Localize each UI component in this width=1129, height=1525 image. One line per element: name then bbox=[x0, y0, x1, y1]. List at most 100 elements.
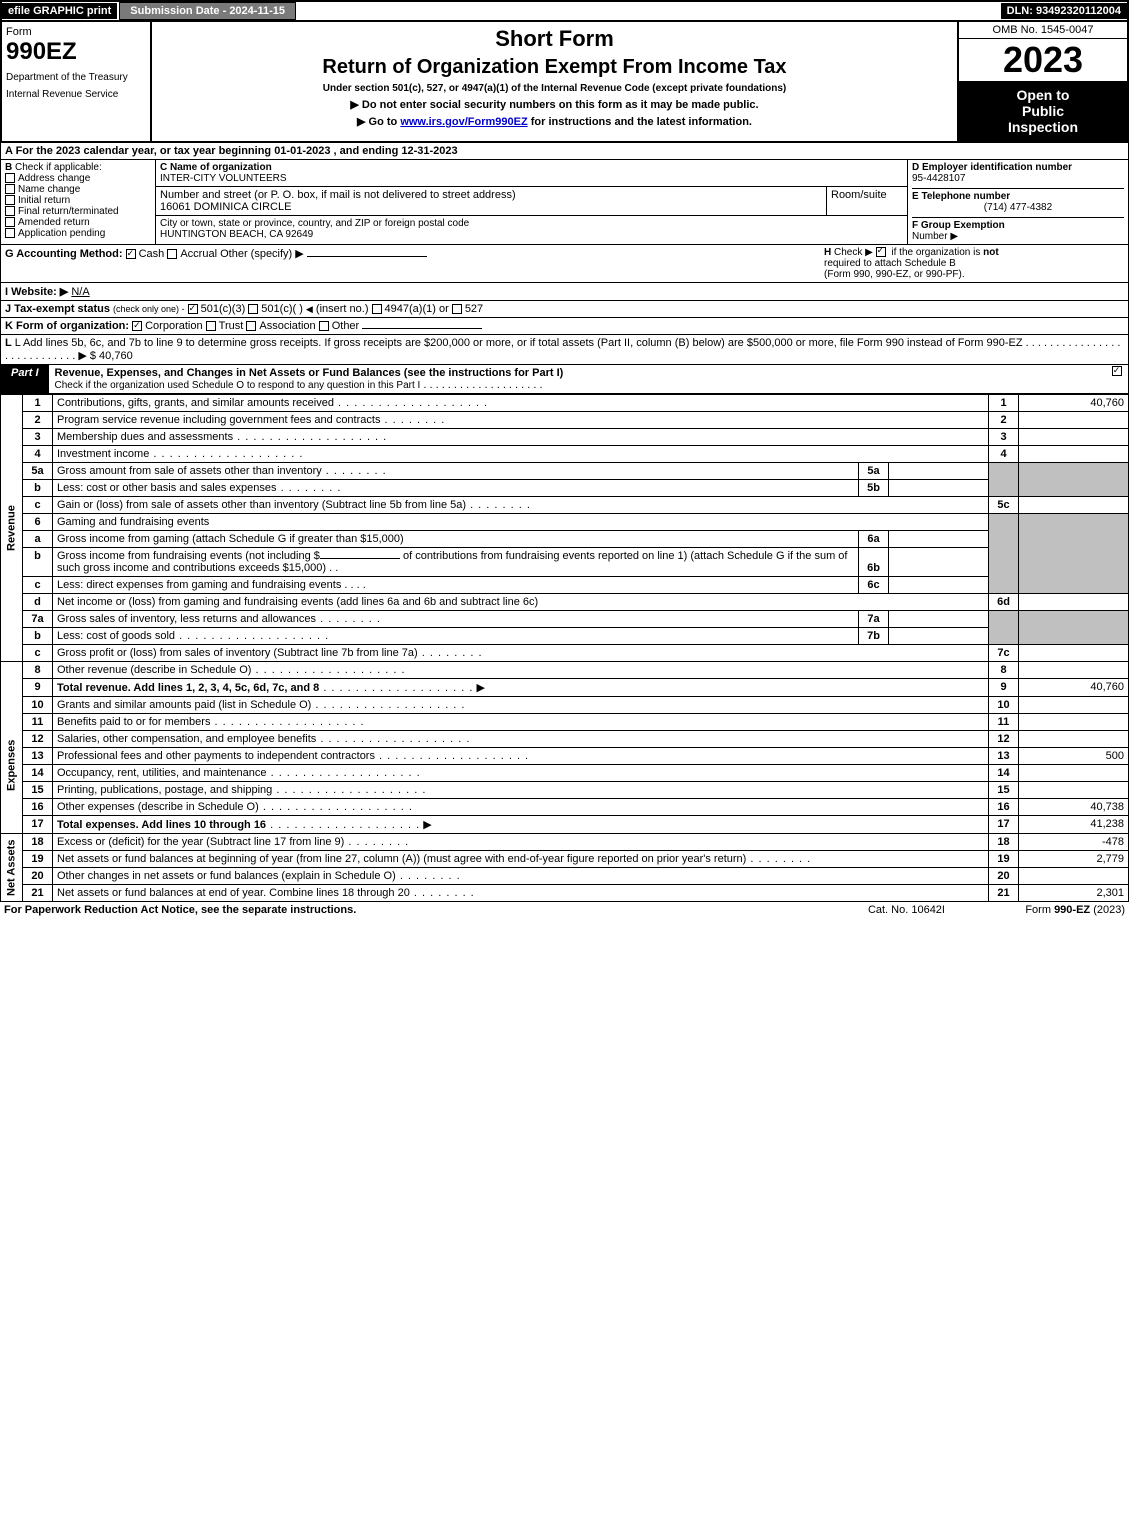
trust-checkbox[interactable] bbox=[206, 321, 216, 331]
efile-label[interactable]: efile GRAPHIC print bbox=[2, 3, 117, 19]
c-name-label: C Name of organization bbox=[160, 162, 272, 173]
line-20-desc: Other changes in net assets or fund bala… bbox=[57, 870, 396, 882]
line-19-desc: Net assets or fund balances at beginning… bbox=[57, 853, 746, 865]
line-7a-subnum: 7a bbox=[859, 611, 889, 628]
line-6-desc: Gaming and fundraising events bbox=[53, 514, 989, 531]
part-i-checkbox[interactable] bbox=[1112, 366, 1122, 376]
website: N/A bbox=[71, 286, 89, 298]
assoc: Association bbox=[259, 320, 315, 332]
line-10-val bbox=[1019, 697, 1129, 714]
line-5b-desc: Less: cost or other basis and sales expe… bbox=[57, 482, 277, 494]
line-6b-desc1: Gross income from fundraising events (no… bbox=[57, 550, 320, 562]
name-change: Name change bbox=[18, 184, 80, 195]
line-3-num: 3 bbox=[989, 429, 1019, 446]
line-19-val: 2,779 bbox=[1019, 851, 1129, 868]
line-2-num: 2 bbox=[989, 412, 1019, 429]
name-change-checkbox[interactable] bbox=[5, 184, 15, 194]
telephone: (714) 477-4382 bbox=[912, 202, 1124, 213]
corp: Corporation bbox=[145, 320, 202, 332]
j-sub: (check only one) - bbox=[113, 304, 185, 314]
527-checkbox[interactable] bbox=[452, 304, 462, 314]
line-2-val bbox=[1019, 412, 1129, 429]
line-7b-subnum: 7b bbox=[859, 628, 889, 645]
open-public-2: Public bbox=[965, 103, 1121, 119]
501c3: 501(c)(3) bbox=[201, 303, 246, 315]
line-5c-desc: Gain or (loss) from sale of assets other… bbox=[57, 499, 466, 511]
cash-checkbox[interactable] bbox=[126, 249, 136, 259]
goto-line: ▶ Go to www.irs.gov/Form990EZ for instru… bbox=[162, 115, 947, 128]
line-9-desc: Total revenue. Add lines 1, 2, 3, 4, 5c,… bbox=[57, 682, 319, 694]
501c3-checkbox[interactable] bbox=[188, 304, 198, 314]
line-15-num: 15 bbox=[989, 782, 1019, 799]
corp-checkbox[interactable] bbox=[132, 321, 142, 331]
line-18-val: -478 bbox=[1019, 834, 1129, 851]
line-4-desc: Investment income bbox=[57, 448, 149, 460]
line-6d-desc: Net income or (loss) from gaming and fun… bbox=[57, 596, 538, 608]
h-checkbox[interactable] bbox=[876, 247, 886, 257]
line-20-num: 20 bbox=[989, 868, 1019, 885]
501c-checkbox[interactable] bbox=[248, 304, 258, 314]
h-text1: if the organization is bbox=[891, 247, 983, 258]
address-change-checkbox[interactable] bbox=[5, 173, 15, 183]
line-19-num: 19 bbox=[989, 851, 1019, 868]
line-8-desc: Other revenue (describe in Schedule O) bbox=[57, 664, 251, 676]
accrual-checkbox[interactable] bbox=[167, 249, 177, 259]
line-6d-val bbox=[1019, 594, 1129, 611]
group-number: Number ▶ bbox=[912, 231, 958, 242]
address-label: Number and street (or P. O. box, if mail… bbox=[160, 189, 516, 201]
part-i-header: Part I Revenue, Expenses, and Changes in… bbox=[0, 365, 1129, 394]
arrow-left-icon bbox=[306, 303, 313, 315]
final-return-checkbox[interactable] bbox=[5, 206, 15, 216]
page-footer: For Paperwork Reduction Act Notice, see … bbox=[0, 902, 1129, 918]
initial-return: Initial return bbox=[18, 195, 70, 206]
check-if: Check if applicable: bbox=[15, 162, 102, 173]
ein: 95-4428107 bbox=[912, 173, 965, 184]
4947-checkbox[interactable] bbox=[372, 304, 382, 314]
line-7c-val bbox=[1019, 645, 1129, 662]
line-5c-num: 5c bbox=[989, 497, 1019, 514]
line-6c-desc: Less: direct expenses from gaming and fu… bbox=[57, 579, 341, 591]
other-org: Other bbox=[332, 320, 360, 332]
trust: Trust bbox=[219, 320, 244, 332]
line-11-desc: Benefits paid to or for members bbox=[57, 716, 210, 728]
other-org-checkbox[interactable] bbox=[319, 321, 329, 331]
l-value: 40,760 bbox=[99, 350, 133, 362]
line-5a-desc: Gross amount from sale of assets other t… bbox=[57, 465, 322, 477]
goto-suffix: for instructions and the latest informat… bbox=[528, 116, 752, 128]
line-3-desc: Membership dues and assessments bbox=[57, 431, 233, 443]
part-i-sub: Check if the organization used Schedule … bbox=[55, 380, 421, 391]
initial-return-checkbox[interactable] bbox=[5, 195, 15, 205]
header-right: OMB No. 1545-0047 2023 Open to Public In… bbox=[957, 22, 1127, 141]
footer-right: Form 990-EZ (2023) bbox=[945, 904, 1125, 916]
line-18-desc: Excess or (deficit) for the year (Subtra… bbox=[57, 836, 344, 848]
line-9-num: 9 bbox=[989, 679, 1019, 697]
section-l: L L Add lines 5b, 6c, and 7b to line 9 t… bbox=[0, 335, 1129, 365]
h-text2: required to attach Schedule B bbox=[824, 258, 956, 269]
line-14-num: 14 bbox=[989, 765, 1019, 782]
tax-year: 2023 bbox=[959, 39, 1127, 81]
line-13-num: 13 bbox=[989, 748, 1019, 765]
amended-return-checkbox[interactable] bbox=[5, 217, 15, 227]
line-7b-desc: Less: cost of goods sold bbox=[57, 630, 175, 642]
address-change: Address change bbox=[18, 173, 90, 184]
section-g-h: G Accounting Method: Cash Accrual Other … bbox=[0, 245, 1129, 283]
i-label: I Website: ▶ bbox=[5, 286, 68, 298]
assoc-checkbox[interactable] bbox=[246, 321, 256, 331]
goto-link[interactable]: www.irs.gov/Form990EZ bbox=[400, 116, 527, 128]
l-text: L Add lines 5b, 6c, and 7b to line 9 to … bbox=[15, 337, 1023, 349]
line-6a-subnum: 6a bbox=[859, 531, 889, 548]
open-public: Open to Public Inspection bbox=[959, 81, 1127, 141]
revenue-side-label: Revenue bbox=[1, 395, 23, 662]
section-j: J Tax-exempt status (check only one) - 5… bbox=[0, 301, 1129, 318]
part-i-title: Revenue, Expenses, and Changes in Net As… bbox=[49, 365, 1108, 393]
dln-label: DLN: 93492320112004 bbox=[1001, 3, 1127, 19]
form-header: Form 990EZ Department of the Treasury In… bbox=[0, 22, 1129, 143]
line-17-val: 41,238 bbox=[1019, 816, 1129, 834]
line-17-num: 17 bbox=[989, 816, 1019, 834]
info-table: B Check if applicable: Address change Na… bbox=[0, 160, 1129, 245]
line-12-desc: Salaries, other compensation, and employ… bbox=[57, 733, 316, 745]
501c: 501(c)( ) bbox=[261, 303, 303, 315]
section-k: K Form of organization: Corporation Trus… bbox=[0, 318, 1129, 335]
final-return: Final return/terminated bbox=[18, 206, 119, 217]
app-pending-checkbox[interactable] bbox=[5, 228, 15, 238]
